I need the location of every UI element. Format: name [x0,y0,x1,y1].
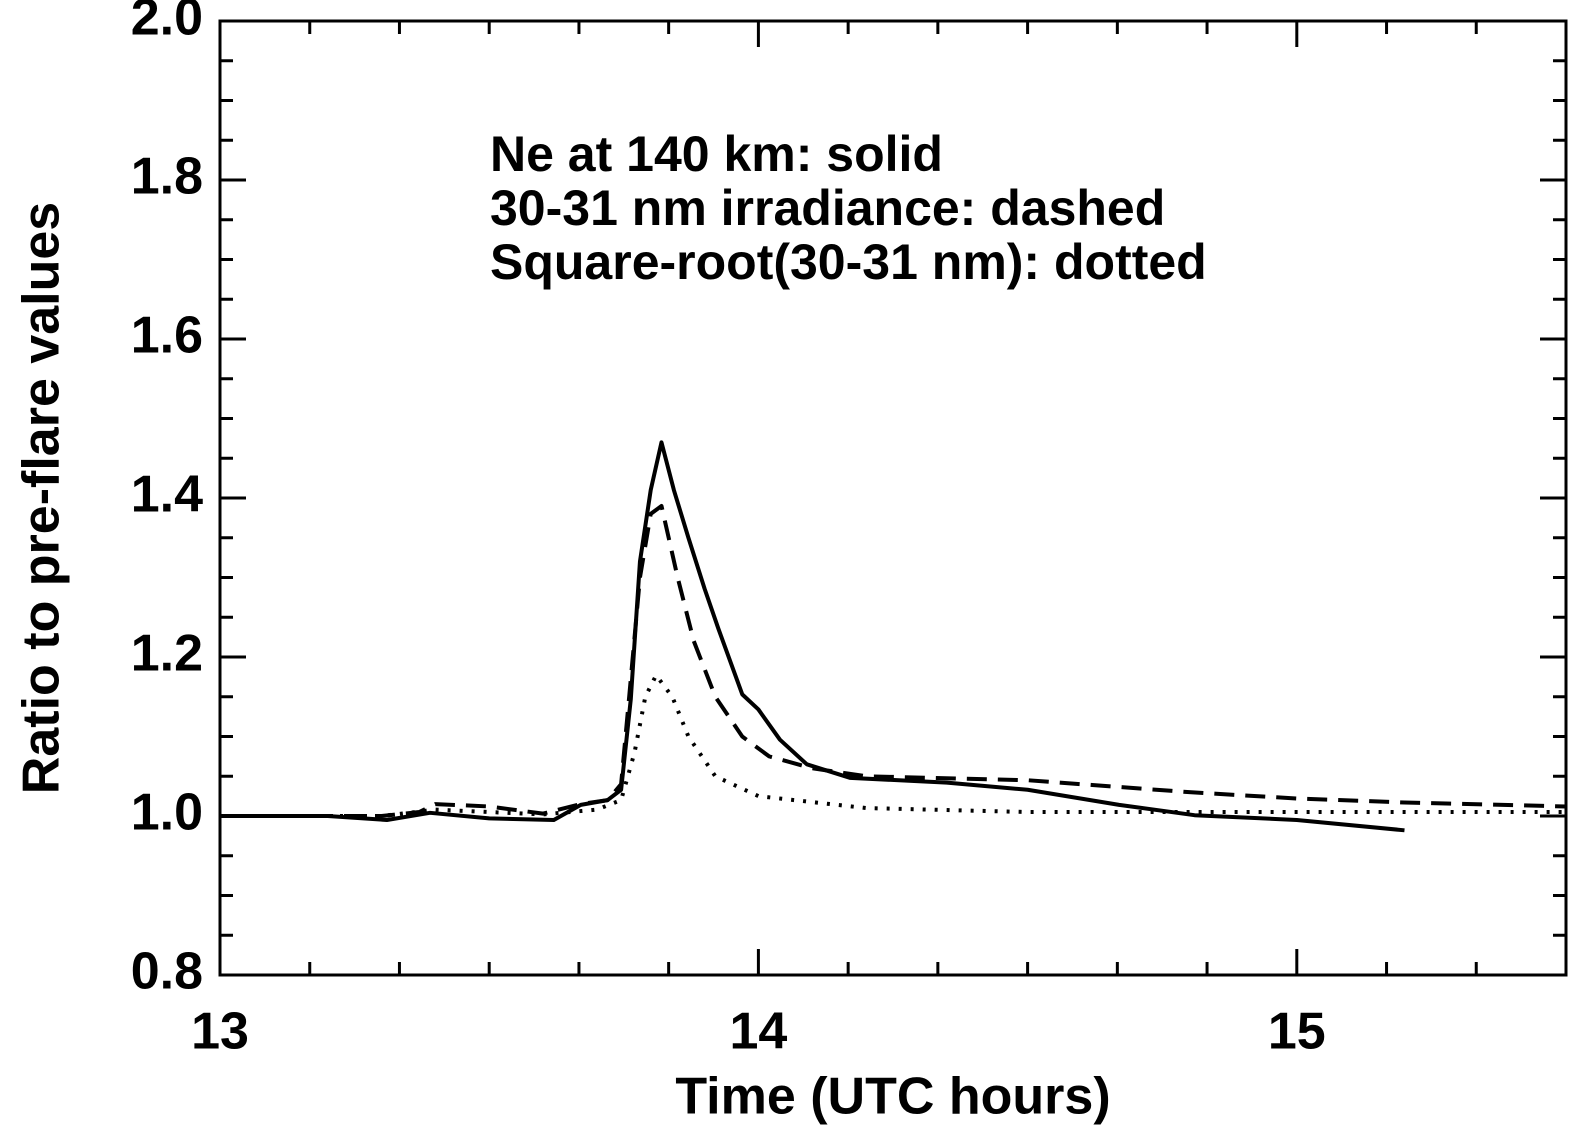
x-tick-label: 13 [191,1003,249,1061]
y-tick-label: 1.8 [131,148,203,206]
y-tick-label: 1.6 [131,307,203,365]
y-tick-label: 1.0 [131,784,203,842]
series-line [220,440,1405,833]
legend-line: Square-root(30-31 nm): dotted [490,234,1207,290]
y-tick-label: 1.4 [131,466,203,524]
x-tick-label: 15 [1268,1003,1326,1061]
series-line [220,503,1566,818]
legend-line: Ne at 140 km: solid [490,126,943,182]
series-line [220,673,1566,818]
x-tick-label: 14 [729,1003,787,1061]
y-tick-label: 1.2 [131,625,203,683]
x-axis-title: Time (UTC hours) [675,1068,1110,1126]
legend-line: 30-31 nm irradiance: dashed [490,180,1165,236]
y-tick-label: 2.0 [131,0,203,47]
y-tick-label: 0.8 [131,943,203,1001]
y-axis-title: Ratio to pre-flare values [13,202,71,794]
